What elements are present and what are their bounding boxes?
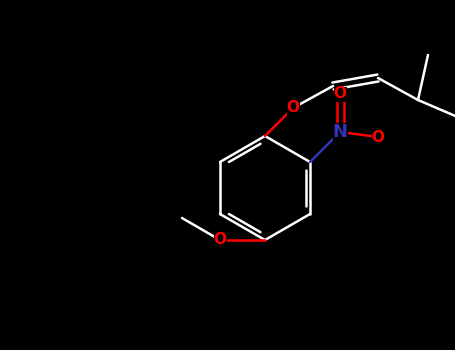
Text: O: O (213, 232, 227, 247)
Text: O: O (334, 86, 347, 102)
Text: N: N (333, 123, 348, 141)
Text: O: O (372, 130, 384, 145)
Text: O: O (287, 100, 299, 116)
